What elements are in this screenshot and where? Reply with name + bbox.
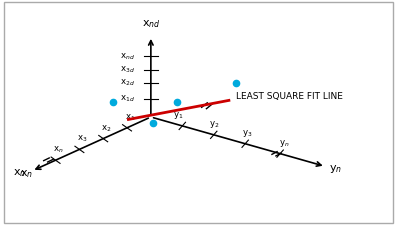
Text: x$_n$: x$_n$ [13, 167, 26, 179]
Text: x$_{1d}$: x$_{1d}$ [120, 94, 135, 104]
Text: x$_2$: x$_2$ [101, 123, 112, 134]
Text: LEAST SQUARE FIT LINE: LEAST SQUARE FIT LINE [236, 92, 343, 101]
Text: x$_n$: x$_n$ [54, 145, 64, 155]
Text: x$_{2d}$: x$_{2d}$ [120, 78, 135, 88]
Text: y$_n$: y$_n$ [329, 163, 342, 175]
Text: y$_2$: y$_2$ [208, 119, 219, 130]
Text: y$_1$: y$_1$ [173, 110, 183, 121]
Text: y$_3$: y$_3$ [242, 128, 252, 139]
Text: x$_n$: x$_n$ [21, 169, 33, 180]
Text: x$_1$: x$_1$ [125, 112, 135, 123]
Text: x$_3$: x$_3$ [77, 134, 88, 144]
Text: x$_{3d}$: x$_{3d}$ [120, 65, 135, 75]
Text: x$_{nd}$: x$_{nd}$ [120, 51, 135, 61]
Text: x$_{nd}$: x$_{nd}$ [142, 19, 160, 30]
Text: y$_n$: y$_n$ [279, 138, 289, 149]
